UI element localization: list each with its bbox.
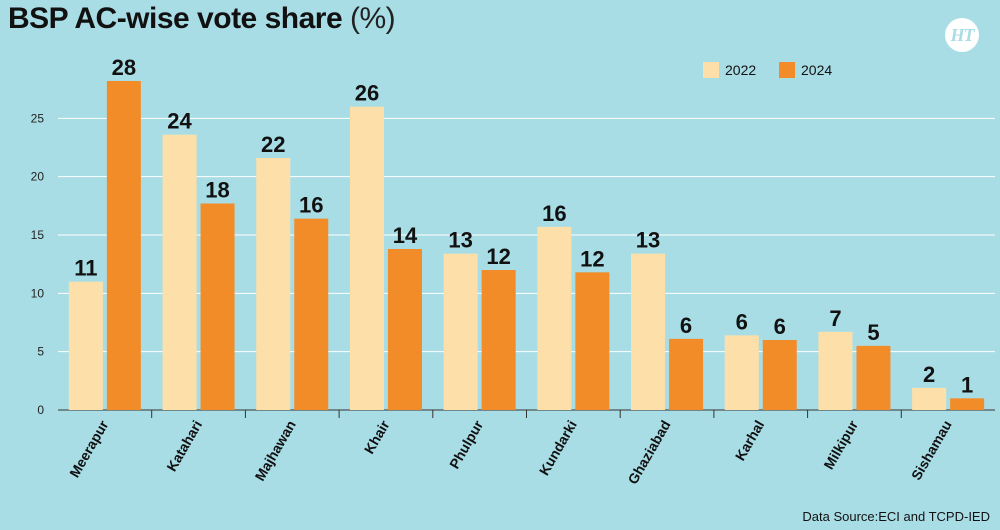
y-tick-label: 25	[31, 111, 45, 125]
legend-swatch-2024	[779, 62, 795, 78]
y-tick-label: 15	[31, 228, 45, 242]
data-label: 2	[923, 362, 935, 387]
data-label: 18	[205, 178, 229, 203]
data-label: 12	[486, 244, 510, 269]
x-tick-label: Karhal	[732, 418, 768, 464]
data-label: 16	[542, 201, 566, 226]
y-tick-label: 5	[37, 345, 44, 359]
data-label: 12	[580, 246, 604, 271]
bar-2024	[575, 272, 610, 410]
data-label: 6	[774, 314, 786, 339]
bar-2022	[537, 226, 572, 410]
data-label: 26	[355, 81, 379, 106]
x-tick-label: Katahari	[163, 418, 205, 475]
data-label: 16	[299, 193, 323, 218]
data-label: 14	[393, 223, 418, 248]
bar-2022	[631, 253, 666, 410]
x-tick-label: Sishamau	[908, 418, 955, 483]
ht-logo-icon: HT	[945, 18, 979, 52]
chart-title-unit: (%)	[349, 2, 396, 35]
chart-title: BSP AC-wise vote share (%)	[8, 2, 396, 36]
data-label: 11	[74, 256, 97, 281]
data-label: 5	[867, 320, 879, 345]
data-label: 7	[829, 306, 841, 331]
bar-2022	[818, 331, 853, 410]
bar-2024	[387, 249, 422, 410]
legend-label: 2022	[725, 62, 756, 78]
x-tick-label: Phulpur	[446, 417, 487, 471]
data-label: 13	[448, 228, 472, 253]
data-label: 13	[636, 228, 660, 253]
logo-text: HT	[950, 24, 975, 45]
bar-2024	[200, 203, 235, 410]
data-label: 1	[961, 372, 973, 397]
bar-2022	[912, 387, 947, 410]
x-tick-label: Meerapur	[66, 417, 112, 480]
chart-title-text: BSP AC-wise vote share	[8, 2, 343, 35]
x-tick-label: Khair	[361, 417, 393, 456]
y-tick-label: 10	[31, 286, 45, 300]
y-tick-label: 0	[37, 403, 44, 417]
x-tick-label: Kundarki	[536, 418, 580, 479]
bar-2022	[256, 158, 291, 410]
y-tick-label: 20	[31, 170, 45, 184]
legend-label: 2024	[801, 62, 832, 78]
data-label: 24	[167, 109, 192, 134]
bar-2022	[68, 281, 103, 410]
bar-2024	[481, 270, 516, 410]
bar-2022	[162, 134, 197, 410]
data-label: 6	[736, 309, 748, 334]
bar-2024	[762, 340, 797, 410]
x-tick-label: Ghaziabad	[624, 418, 673, 487]
bar-2024	[856, 345, 891, 410]
legend-swatch-2022	[703, 62, 719, 78]
x-tick-label: Milkipur	[820, 417, 861, 472]
data-label: 22	[261, 132, 285, 157]
bar-2022	[443, 253, 478, 410]
bar-2024	[669, 338, 704, 410]
bar-2024	[950, 398, 985, 410]
bar-2022	[349, 106, 384, 411]
bar-2024	[106, 81, 141, 410]
data-source-note: Data Source:ECI and TCPD-IED	[802, 509, 990, 524]
bar-2024	[294, 218, 329, 410]
data-label: 6	[680, 313, 692, 338]
data-label: 28	[112, 55, 136, 80]
bar-2022	[724, 335, 759, 410]
x-tick-label: Majhawan	[252, 418, 299, 484]
